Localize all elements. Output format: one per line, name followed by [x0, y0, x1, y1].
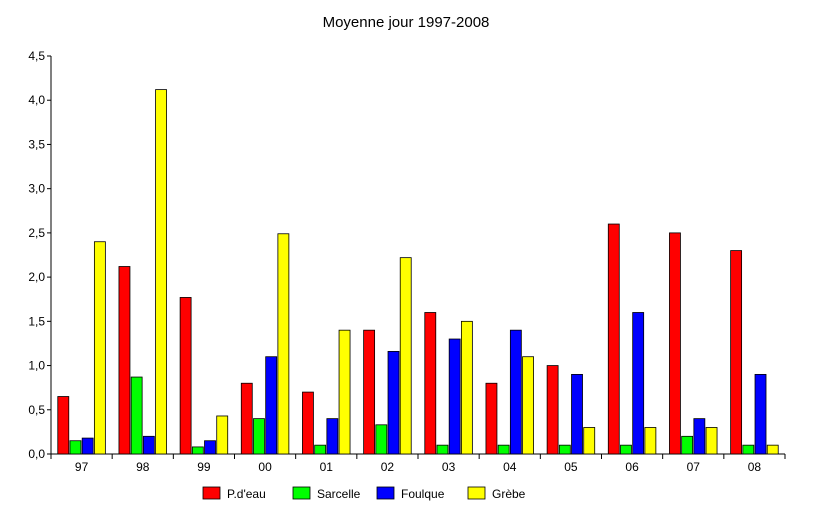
x-tick-label: 06 — [625, 460, 639, 474]
bar-sarcelle-07 — [681, 435, 694, 455]
x-tick-label: 05 — [564, 460, 578, 474]
legend-label: Grèbe — [492, 487, 526, 501]
bar-gr-be-06 — [644, 427, 657, 455]
legend-label: Sarcelle — [317, 487, 361, 501]
bar-gr-be-07 — [705, 427, 718, 455]
bar-foulque-05 — [571, 373, 583, 455]
bar-gr-be-02 — [399, 257, 412, 455]
bar-p-d-eau-04 — [485, 382, 498, 455]
bar-gr-be-98 — [155, 89, 167, 455]
y-tick-label: 0,0 — [28, 447, 45, 461]
bar-gr-be-97 — [93, 241, 106, 455]
bar-p-d-eau-01 — [302, 391, 314, 455]
bar-gr-be-04 — [522, 356, 534, 455]
bar-sarcelle-06 — [620, 444, 632, 455]
bar-sarcelle-99 — [191, 446, 204, 455]
chart-title: Moyenne jour 1997-2008 — [323, 14, 490, 31]
bars — [57, 89, 779, 455]
legend: P.d'eau Sarcelle Foulque Grèbe — [202, 486, 526, 501]
bar-sarcelle-05 — [558, 444, 571, 455]
legend-swatch — [292, 486, 311, 500]
bar-sarcelle-04 — [497, 444, 510, 455]
bar-foulque-01 — [326, 418, 339, 455]
y-tick-label: 4,5 — [28, 49, 45, 63]
x-tick-label: 07 — [687, 460, 701, 474]
bar-gr-be-08 — [766, 444, 779, 455]
bar-foulque-99 — [204, 440, 216, 455]
bar-p-d-eau-07 — [669, 232, 681, 455]
legend-swatch — [467, 486, 486, 500]
x-tick-label: 97 — [75, 460, 89, 474]
bar-p-d-eau-02 — [363, 329, 376, 455]
bar-p-d-eau-08 — [730, 250, 743, 455]
x-axis: 97 98 99 00 01 02 03 04 05 06 07 08 — [50, 453, 786, 474]
bar-sarcelle-98 — [130, 376, 143, 455]
bar-foulque-98 — [142, 435, 155, 455]
bar-gr-be-05 — [583, 427, 596, 455]
x-tick-label: 08 — [748, 460, 762, 474]
y-tick-label: 4,0 — [28, 93, 45, 107]
y-tick-label: 1,5 — [28, 314, 45, 328]
x-tick-label: 03 — [442, 460, 456, 474]
bar-foulque-02 — [387, 350, 400, 455]
bar-sarcelle-03 — [436, 444, 449, 455]
legend-label: P.d'eau — [227, 487, 266, 501]
bar-p-d-eau-97 — [57, 396, 70, 455]
x-tick-label: 02 — [381, 460, 395, 474]
bar-sarcelle-00 — [253, 418, 265, 455]
y-tick-label: 3,0 — [28, 182, 45, 196]
bar-foulque-97 — [81, 437, 94, 455]
x-tick-label: 98 — [136, 460, 150, 474]
bar-sarcelle-01 — [314, 444, 327, 455]
x-tick-label: 99 — [197, 460, 211, 474]
bar-gr-be-03 — [460, 320, 473, 455]
y-tick-label: 1,0 — [28, 359, 45, 373]
legend-swatch — [376, 486, 395, 500]
bar-p-d-eau-00 — [240, 382, 253, 455]
bar-sarcelle-02 — [375, 424, 388, 455]
bar-foulque-06 — [632, 312, 645, 455]
bar-foulque-03 — [448, 338, 461, 455]
bar-foulque-04 — [509, 329, 522, 455]
bar-p-d-eau-03 — [424, 312, 437, 455]
bar-sarcelle-08 — [742, 444, 755, 455]
legend-swatch — [202, 486, 221, 500]
y-tick-label: 2,5 — [28, 226, 45, 240]
bar-gr-be-99 — [216, 415, 229, 455]
x-tick-label: 00 — [258, 460, 272, 474]
bar-foulque-08 — [754, 373, 767, 455]
bar-p-d-eau-99 — [179, 297, 192, 455]
y-tick-label: 0,5 — [28, 403, 45, 417]
x-tick-label: 01 — [320, 460, 334, 474]
y-tick-label: 3,5 — [28, 137, 45, 151]
bar-p-d-eau-06 — [607, 223, 620, 455]
legend-label: Foulque — [401, 487, 445, 501]
bar-foulque-07 — [693, 418, 706, 455]
bar-p-d-eau-05 — [546, 365, 559, 455]
bar-sarcelle-97 — [69, 440, 82, 455]
y-tick-label: 2,0 — [28, 270, 45, 284]
bar-foulque-00 — [265, 356, 278, 455]
x-tick-label: 04 — [503, 460, 517, 474]
bar-gr-be-01 — [338, 329, 351, 455]
bar-gr-be-00 — [277, 233, 290, 455]
y-axis: 0,0 0,5 1,0 1,5 2,0 2,5 3,0 3,5 4,0 4,5 — [28, 49, 52, 461]
bar-p-d-eau-98 — [118, 266, 131, 455]
